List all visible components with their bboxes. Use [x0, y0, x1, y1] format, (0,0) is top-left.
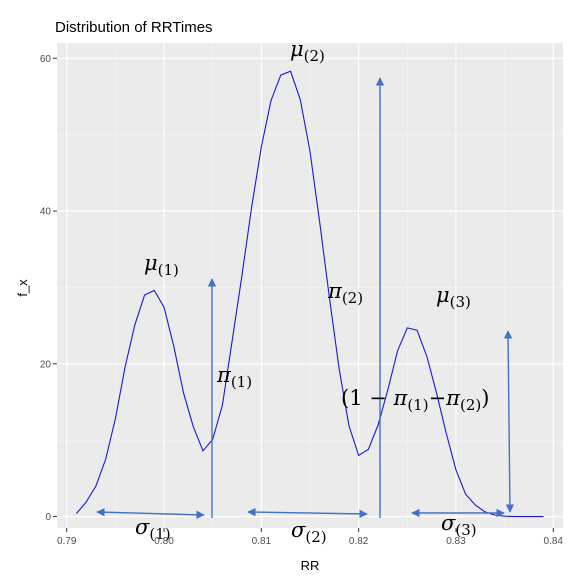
x-tick-label: 0.82 [349, 536, 369, 547]
label-mu3-main: μ [436, 283, 450, 307]
y-axis-title: f_x [15, 279, 30, 297]
x-axis-title: RR [301, 558, 320, 573]
label-pi2: π(2) [327, 279, 363, 307]
complement-arrow [503, 330, 515, 513]
label-complement: (1 − π(1)−π(2)) [341, 386, 489, 414]
label-sigma3-sub: (3) [455, 521, 476, 539]
x-tick-label: 0.79 [57, 536, 77, 547]
label-sigma3-main: σ [441, 511, 456, 535]
y-tick-label: 40 [40, 207, 52, 218]
y-tick-label: 0 [45, 512, 51, 523]
label-sigma2-main: σ [291, 518, 306, 542]
complement-minus: − [429, 386, 447, 410]
label-pi2-sub: (2) [342, 289, 363, 307]
label-mu1-main: μ [144, 251, 158, 275]
complement-open: (1 − [341, 386, 394, 410]
label-pi1-sub: (1) [231, 373, 252, 391]
chart-title: Distribution of RRTimes [55, 19, 213, 36]
label-pi2-main: π [327, 279, 343, 303]
complement-pi-b: π [445, 386, 461, 410]
x-tick-label: 0.81 [252, 536, 272, 547]
annotation-arrows [96, 77, 515, 519]
x-tick-label: 0.84 [544, 536, 564, 547]
y-tick-label: 20 [40, 359, 52, 370]
label-pi1-main: π [216, 363, 232, 387]
y-tick-label: 60 [40, 54, 52, 65]
label-sigma1-sub: (1) [149, 525, 170, 543]
y-axis: 0 20 40 60 [40, 54, 57, 523]
complement-close: ) [481, 386, 489, 410]
label-sigma2: σ(2) [291, 518, 327, 546]
label-mu3-sub: (3) [450, 293, 471, 311]
label-sigma1: σ(1) [135, 515, 171, 543]
complement-pi-a: π [393, 386, 409, 410]
sigma2-arrow [247, 507, 368, 519]
complement-sub-a: (1) [407, 396, 428, 414]
x-axis: 0.79 0.80 0.81 0.82 0.83 0.84 [57, 528, 563, 547]
label-pi1: π(1) [216, 363, 252, 391]
label-mu1: μ(1) [144, 251, 179, 279]
label-mu1-sub: (1) [158, 261, 179, 279]
label-mu2-sub: (2) [304, 47, 325, 65]
x-tick-label: 0.80 [154, 536, 174, 547]
label-sigma1-main: σ [135, 515, 150, 539]
x-tick-label: 0.83 [446, 536, 466, 547]
density-curve [76, 70, 544, 518]
label-mu2-main: μ [290, 37, 304, 61]
label-sigma3: σ(3) [441, 511, 477, 539]
label-sigma2-sub: (2) [305, 528, 326, 546]
sigma1-arrow [96, 508, 205, 519]
label-mu3: μ(3) [436, 283, 471, 311]
complement-sub-b: (2) [460, 396, 481, 414]
label-mu2: μ(2) [290, 37, 325, 65]
